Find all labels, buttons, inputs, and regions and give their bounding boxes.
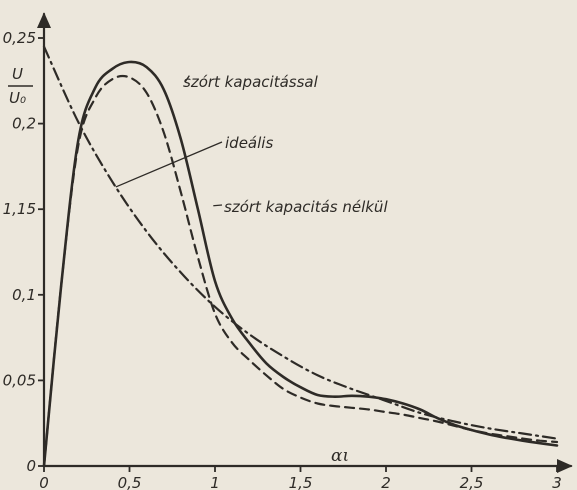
x-tick-label: 3	[552, 474, 562, 490]
y-tick-label: 0	[26, 457, 36, 475]
annotation-idealis-label: ideális	[225, 134, 273, 152]
x-tick-label: 2,5	[460, 474, 484, 490]
annotation-szort-kapacitassal-label: szórt kapacitással	[183, 73, 319, 91]
y-tick-label: 0,05	[3, 371, 36, 389]
x-tick-label: 1	[210, 474, 220, 490]
y-tick-label: 0,25	[3, 29, 36, 47]
x-tick-label: 1,5	[289, 474, 313, 490]
annotation-szort-kapacitas-nelkul-label: szórt kapacitás nélkül	[224, 198, 388, 216]
y-axis-label-numerator: U	[12, 65, 23, 83]
x-tick-label: 0,5	[118, 474, 142, 490]
y-axis-label-denominator: U₀	[9, 89, 26, 107]
x-tick-label: 2	[381, 474, 391, 490]
y-tick-label: 1,15	[3, 200, 36, 218]
y-tick-label: 0,2	[12, 115, 36, 133]
series-layer	[42, 45, 559, 468]
annotation-layer: szórt kapacitással ideális szórt kapacitás…	[115, 73, 388, 216]
series-idealis-line	[42, 45, 559, 440]
annotation-szort-kapacitassal-leader	[184, 75, 190, 83]
x-axis-ticks: 0 0,5 1 1,5 2 2,5 3	[39, 466, 562, 490]
y-axis-ticks: 0 0,05 0,1 1,15 0,2 0,25	[3, 29, 44, 475]
x-axis-label: αι	[331, 446, 349, 466]
y-tick-label: 0,1	[12, 286, 36, 304]
annotation-idealis-leader	[115, 141, 223, 188]
series-szort-kapacitas-nelkul-line	[42, 74, 559, 468]
x-tick-label: 0	[39, 474, 49, 490]
annotation-szort-kapacitas-nelkul-leader	[213, 204, 223, 207]
series-szort-kapacitassal-line	[42, 60, 559, 468]
